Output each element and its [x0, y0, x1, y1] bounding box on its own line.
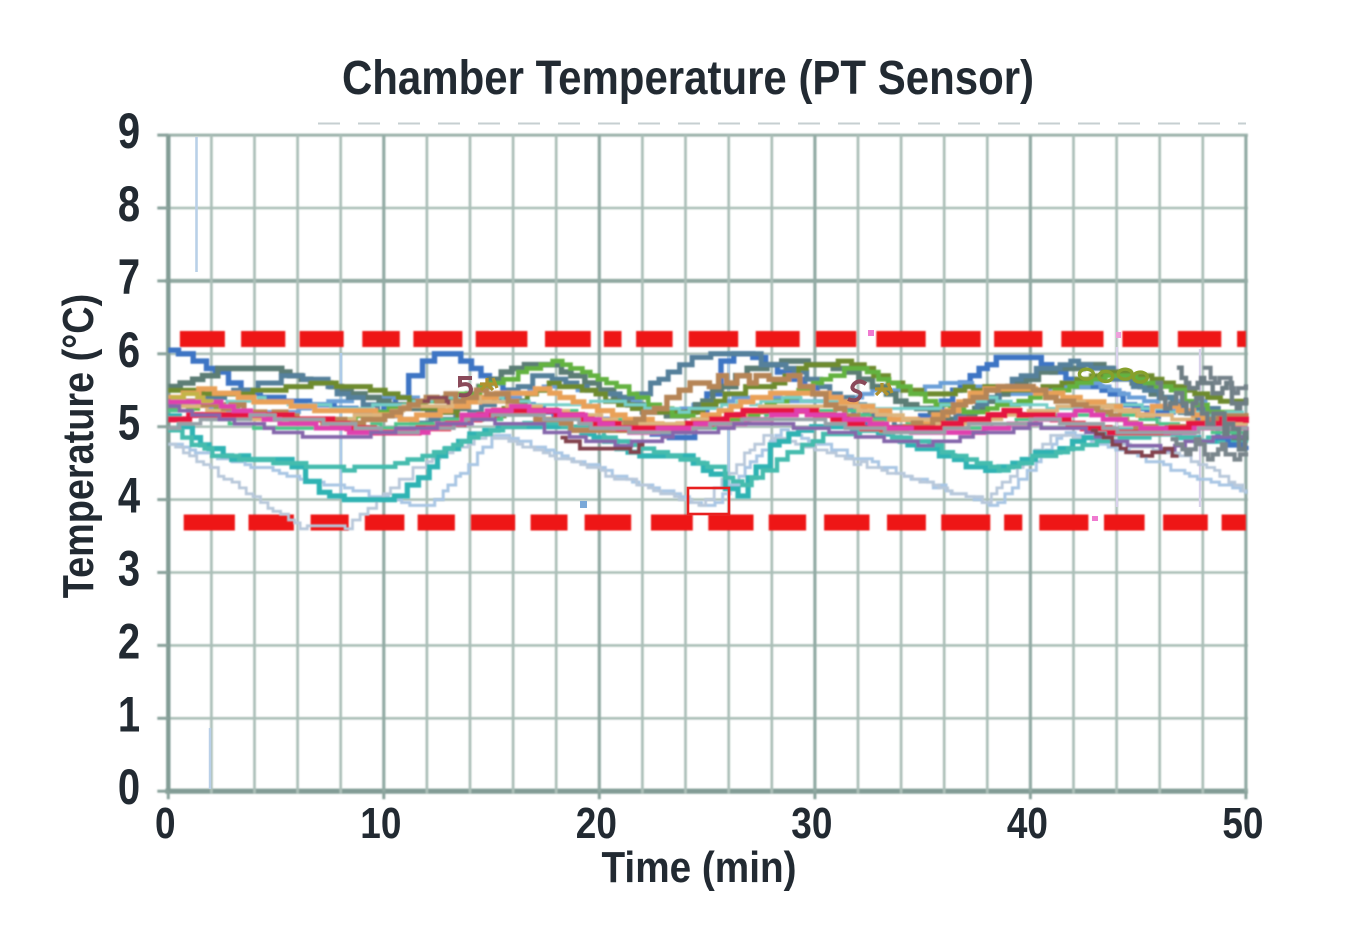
svg-text:8: 8	[118, 176, 140, 232]
svg-text:7: 7	[118, 249, 140, 305]
svg-text:4: 4	[118, 467, 140, 523]
svg-text:2: 2	[118, 613, 140, 669]
svg-text:10: 10	[360, 798, 401, 848]
svg-text:3: 3	[118, 540, 140, 596]
svg-text:Temperature (°C): Temperature (°C)	[53, 294, 102, 598]
svg-text:0: 0	[155, 798, 176, 848]
svg-text:1: 1	[118, 686, 140, 742]
svg-text:5: 5	[118, 394, 140, 450]
svg-text:9: 9	[118, 103, 140, 159]
svg-text:6: 6	[118, 322, 140, 378]
svg-text:40: 40	[1007, 798, 1048, 848]
svg-text:0: 0	[118, 759, 140, 815]
svg-text:20: 20	[576, 798, 617, 848]
svg-text:50: 50	[1222, 798, 1263, 848]
svg-text:Time (min): Time (min)	[601, 842, 796, 892]
svg-text:Chamber Temperature (PT Sensor: Chamber Temperature (PT Sensor)	[342, 50, 1034, 104]
svg-text:30: 30	[791, 798, 832, 848]
